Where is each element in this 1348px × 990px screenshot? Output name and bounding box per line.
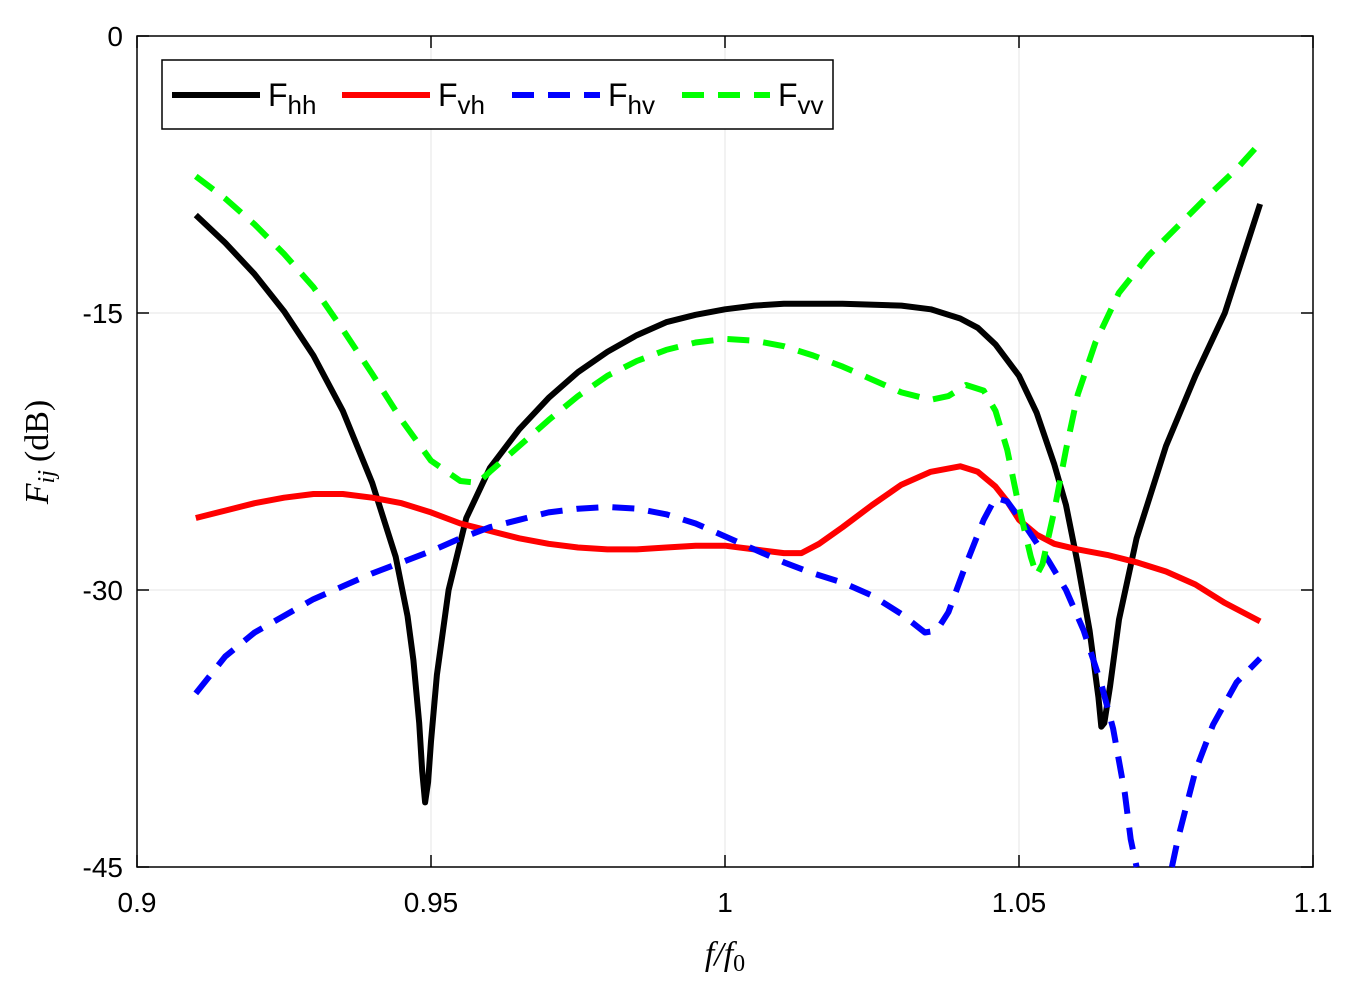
- y-tick-label: -15: [83, 298, 123, 329]
- legend-label-vh: Fvh: [438, 77, 485, 120]
- y-tick-label: -30: [83, 575, 123, 606]
- x-tick-label: 1: [717, 887, 733, 918]
- legend: Fhh Fvh Fhv Fvv: [161, 59, 834, 130]
- series-line-segment-3: [1168, 656, 1263, 868]
- series-line-vv: [193, 141, 1263, 579]
- x-axis-label: f/f0: [705, 936, 745, 977]
- legend-label-hv: Fhv: [608, 77, 655, 120]
- legend-label-vv: Fvv: [778, 77, 824, 120]
- y-tick-label: -45: [83, 852, 123, 883]
- svg-text:Fij(dB): Fij(dB): [19, 400, 60, 505]
- axis-ticks: 0.9 0.95 1 1.05 1.1 -45 -30 -15 0: [83, 21, 1333, 918]
- x-tick-label: 1.05: [992, 887, 1047, 918]
- grid-lines: [136, 35, 1314, 868]
- series-line-hv: [193, 494, 1140, 868]
- series-line-hh: [193, 203, 1263, 806]
- y-axis-label: Fij(dB): [19, 400, 60, 505]
- x-tick-label: 0.9: [118, 887, 157, 918]
- legend-label-hh: Fhh: [268, 77, 316, 120]
- series-line-vh: [195, 463, 1262, 625]
- x-tick-label: 1.1: [1294, 887, 1333, 918]
- y-tick-label: 0: [107, 21, 123, 52]
- x-tick-label: 0.95: [404, 887, 459, 918]
- series-lines: [193, 141, 1263, 868]
